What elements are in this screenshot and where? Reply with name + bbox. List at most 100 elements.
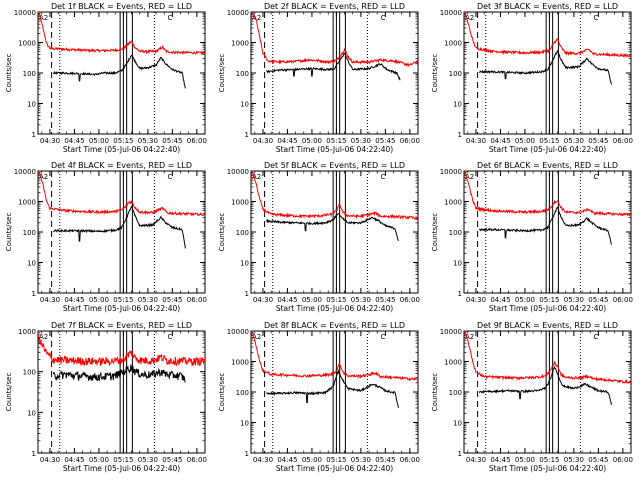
plot-area <box>38 331 205 453</box>
plot-frame <box>37 170 206 294</box>
y-tick-label: 1000 <box>231 199 249 207</box>
x-tick-label: 04:30 <box>466 456 486 464</box>
x-tick-label: 05:00 <box>89 456 109 464</box>
y-tick-label: 10000 <box>14 9 36 17</box>
x-tick-label: 05:45 <box>588 137 608 145</box>
chart-title: Det 7f BLACK = Events, RED = LLD <box>51 321 192 330</box>
lld-series-line <box>251 12 418 68</box>
x-tick-label: 04:30 <box>253 296 273 304</box>
x-axis-label: Start Time (05-Jul-06 04:22:40) <box>276 145 393 154</box>
x-tick-label: 05:45 <box>588 456 608 464</box>
corner-label-left: A2 <box>39 333 48 341</box>
x-tick-label: 05:30 <box>564 456 584 464</box>
y-axis-label: Counts/sec <box>5 213 13 252</box>
y-axis-label: Counts/sec <box>431 54 439 93</box>
x-tick-label: 04:45 <box>64 456 84 464</box>
corner-label-right: C <box>380 14 385 22</box>
x-tick-label: 05:15 <box>539 137 559 145</box>
x-tick-label: 04:30 <box>40 296 60 304</box>
x-tick-label: 04:30 <box>40 137 60 145</box>
y-tick-label: 1000 <box>231 40 249 48</box>
y-tick-label: 1 <box>32 290 36 298</box>
y-axis-label: Counts/sec <box>218 213 226 252</box>
plot-area <box>464 331 631 453</box>
x-tick-label: 05:30 <box>138 296 158 304</box>
y-axis-label: Counts/sec <box>431 213 439 252</box>
x-tick-label: 05:30 <box>564 137 584 145</box>
corner-label-left: A2 <box>252 173 261 181</box>
corner-label-right: C <box>167 14 172 22</box>
corner-label-right: C <box>380 173 385 181</box>
y-tick-label: 10000 <box>440 9 462 17</box>
y-tick-label: 1 <box>245 131 249 139</box>
corner-label-right: C <box>593 173 598 181</box>
chart-title: Det 6f BLACK = Events, RED = LLD <box>477 161 618 170</box>
y-axis-label: Counts/sec <box>218 373 226 412</box>
x-axis-label: Start Time (05-Jul-06 04:22:40) <box>63 145 180 154</box>
x-axis-label: Start Time (05-Jul-06 04:22:40) <box>489 304 606 313</box>
x-tick-label: 05:00 <box>302 137 322 145</box>
chart-title: Det 9f BLACK = Events, RED = LLD <box>477 321 618 330</box>
y-tick-label: 1000 <box>18 40 36 48</box>
y-tick-label: 100 <box>449 389 462 397</box>
y-tick-label: 1000 <box>18 199 36 207</box>
x-tick-label: 06:00 <box>400 296 420 304</box>
y-axis-label: Counts/sec <box>5 54 13 93</box>
y-tick-label: 10000 <box>227 9 249 17</box>
y-tick-label: 10 <box>453 420 462 428</box>
x-tick-label: 04:30 <box>466 137 486 145</box>
y-tick-label: 10000 <box>440 168 462 176</box>
x-tick-label: 06:00 <box>187 456 207 464</box>
plot-area <box>464 12 631 134</box>
chart-title: Det 1f BLACK = Events, RED = LLD <box>51 2 192 11</box>
events-series-line <box>265 212 399 242</box>
y-tick-label: 10000 <box>227 328 249 336</box>
x-axis-label: Start Time (05-Jul-06 04:22:40) <box>489 145 606 154</box>
events-series-line <box>52 54 186 89</box>
y-tick-label: 1000 <box>444 359 462 367</box>
lld-series-line <box>464 331 631 384</box>
y-axis-label: Counts/sec <box>218 54 226 93</box>
x-tick-label: 05:15 <box>326 296 346 304</box>
x-tick-label: 06:00 <box>187 296 207 304</box>
x-tick-label: 05:00 <box>89 137 109 145</box>
x-axis-label: Start Time (05-Jul-06 04:22:40) <box>63 464 180 473</box>
y-tick-label: 100 <box>23 369 36 377</box>
plot-area <box>251 171 418 293</box>
y-tick-label: 10 <box>240 260 249 268</box>
y-tick-label: 1000 <box>444 40 462 48</box>
plot-area <box>464 171 631 293</box>
x-tick-label: 04:45 <box>64 296 84 304</box>
corner-label-left: A2 <box>465 14 474 22</box>
x-tick-label: 05:15 <box>539 456 559 464</box>
x-tick-label: 04:45 <box>490 296 510 304</box>
y-tick-label: 1000 <box>18 328 36 336</box>
x-axis-label: Start Time (05-Jul-06 04:22:40) <box>276 464 393 473</box>
x-tick-label: 05:00 <box>515 137 535 145</box>
lld-series-line <box>464 171 631 217</box>
x-tick-label: 05:30 <box>138 137 158 145</box>
plot-area <box>251 12 418 134</box>
x-tick-label: 04:30 <box>40 456 60 464</box>
x-tick-label: 05:00 <box>515 296 535 304</box>
x-tick-label: 04:45 <box>277 456 297 464</box>
y-tick-label: 100 <box>23 70 36 78</box>
x-tick-label: 05:00 <box>89 296 109 304</box>
events-series-line <box>479 49 612 85</box>
x-tick-label: 04:45 <box>277 296 297 304</box>
events-series-line <box>266 368 399 409</box>
y-tick-label: 1 <box>458 131 462 139</box>
corner-label-left: A2 <box>39 14 48 22</box>
x-tick-label: 05:00 <box>302 456 322 464</box>
x-tick-label: 05:45 <box>375 296 395 304</box>
y-tick-label: 100 <box>449 70 462 78</box>
y-tick-label: 1 <box>458 290 462 298</box>
x-tick-label: 04:30 <box>466 296 486 304</box>
x-tick-label: 05:45 <box>588 296 608 304</box>
